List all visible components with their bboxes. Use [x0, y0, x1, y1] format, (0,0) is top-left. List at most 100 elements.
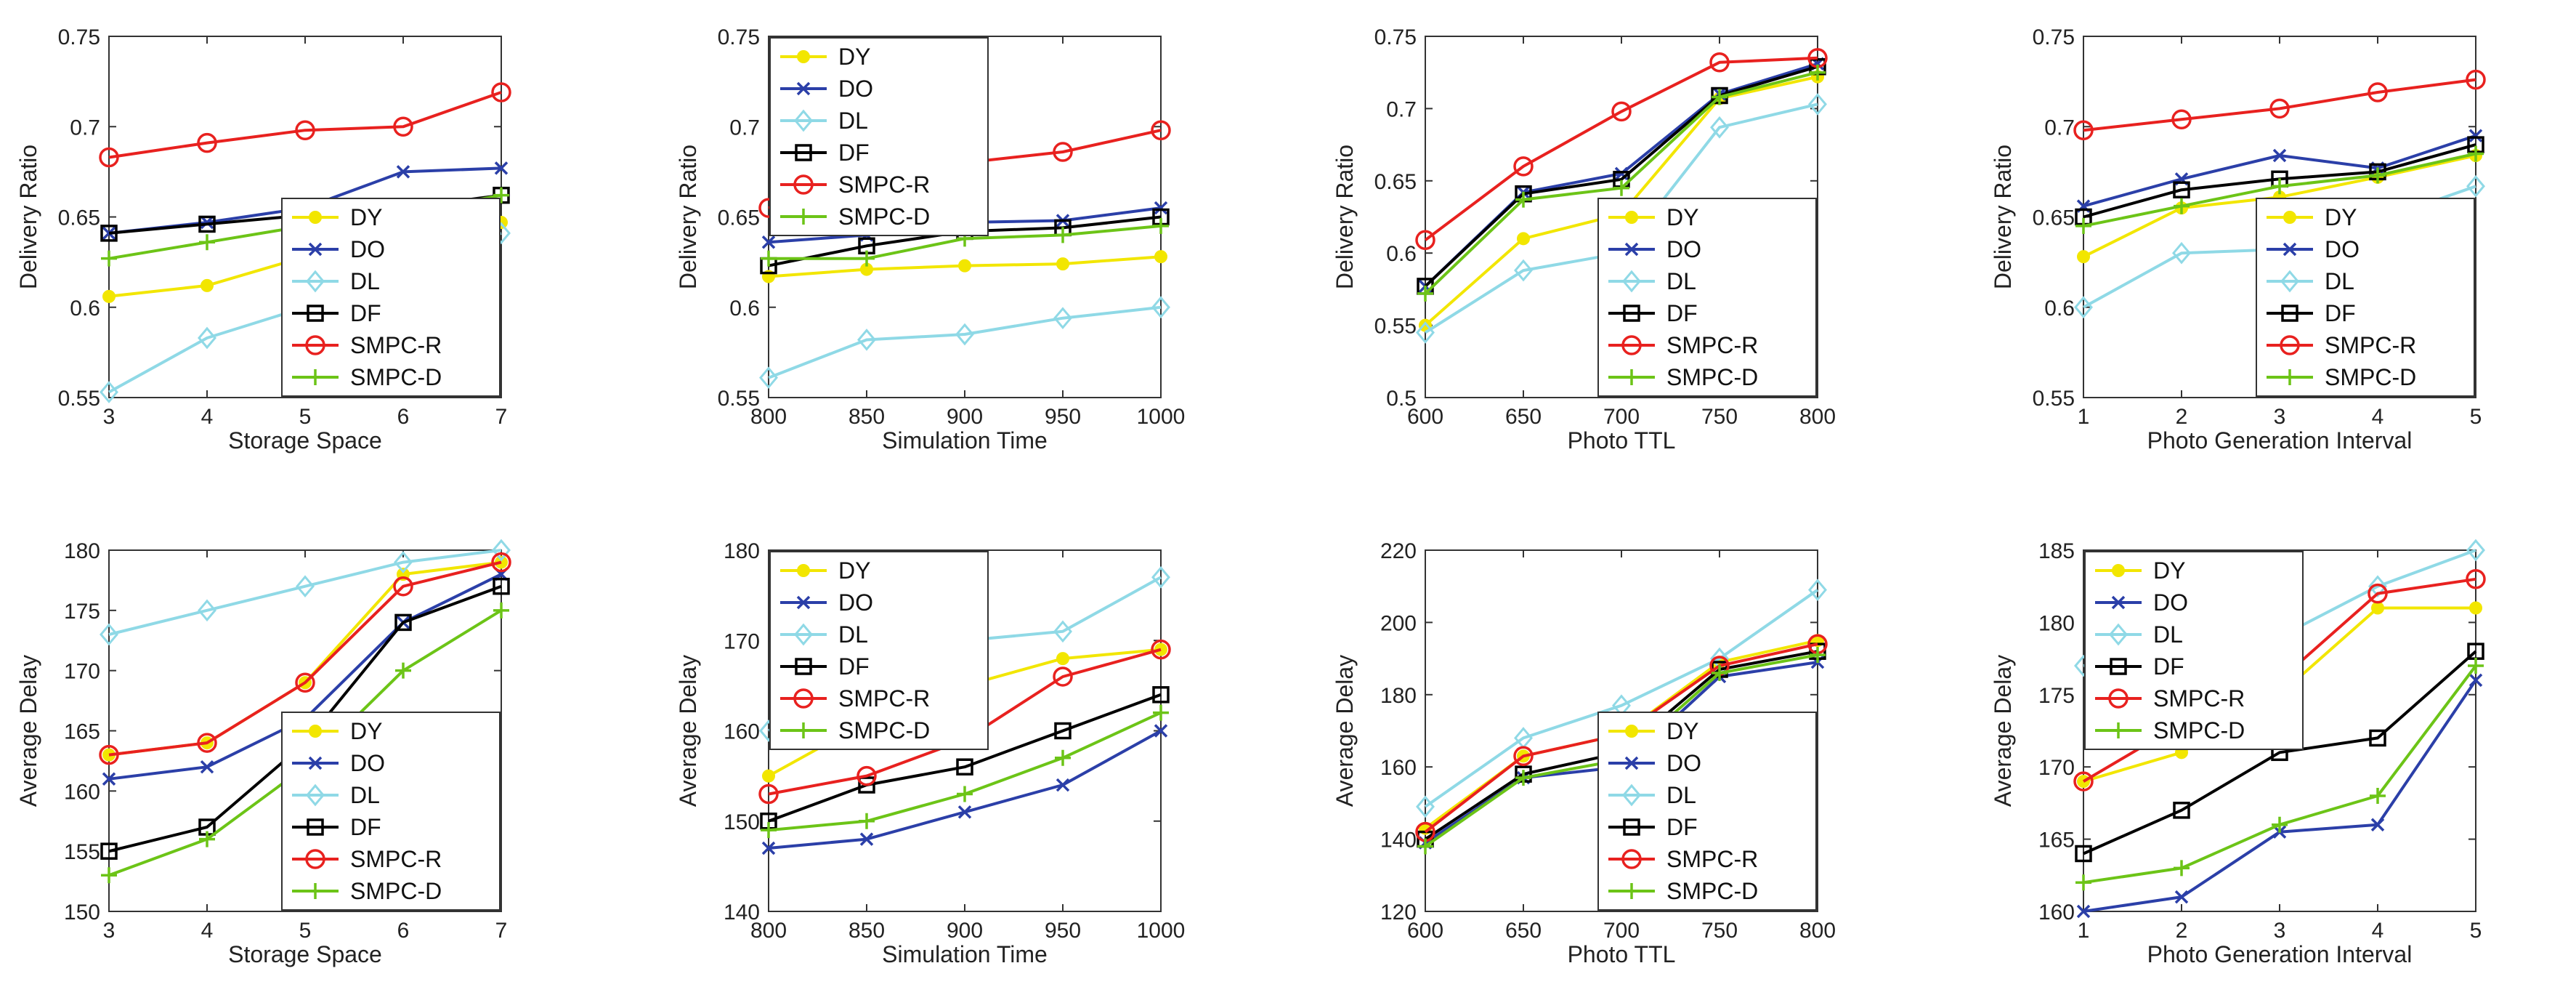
series-dy-point — [2077, 250, 2090, 264]
x-tick-label: 700 — [1603, 405, 1640, 429]
legend-entry-smpc-d-marker — [1624, 883, 1640, 899]
series-smpc-r-point — [99, 744, 119, 765]
series-df-point — [493, 577, 510, 595]
y-tick-label: 0.55 — [1374, 315, 1417, 339]
series-smpc-d-point — [2370, 167, 2386, 184]
series-df-point — [858, 776, 875, 794]
x-tick-label: 2 — [2176, 405, 2188, 429]
series-smpc-d-point — [2174, 198, 2190, 214]
legend-entry-do-marker — [2111, 595, 2126, 610]
series-smpc-r-line — [2083, 78, 2476, 132]
series-dl-point — [1808, 579, 1827, 601]
chart-panel-3: 0.5 0.55 0.6 0.65 0.7 0.75 600 650 700 750 800 Phot… — [1332, 25, 1836, 454]
legend-entry-dy-label: DY — [350, 718, 382, 744]
series-do-point — [2468, 129, 2483, 142]
legend-entry-do-marker — [308, 242, 323, 257]
x-tick-label: 1 — [2078, 405, 2090, 429]
series-smpc-d-point — [493, 187, 509, 204]
series-dl-point — [1151, 296, 1170, 319]
y-tick-label: 0.55 — [2033, 387, 2075, 411]
x-tick-label: 800 — [1799, 919, 1836, 943]
series-dl-point — [198, 326, 216, 350]
y-tick-label: 160 — [724, 720, 760, 744]
series-dy-point — [1056, 652, 1069, 666]
legend-entry-smpc-r-label: SMPC-R — [838, 172, 930, 198]
legend-entry-dy-marker — [309, 211, 322, 224]
x-tick-label: 950 — [1045, 405, 1081, 429]
y-tick-label: 165 — [2038, 829, 2075, 853]
series-smpc-d-point — [1515, 770, 1531, 786]
series-smpc-d-point — [761, 250, 777, 267]
legend-entry-dl-marker — [1622, 783, 1641, 807]
series-smpc-d-point — [1417, 838, 1433, 855]
y-tick-label: 0.6 — [2044, 297, 2075, 321]
series-df-point — [1054, 722, 1072, 740]
legend-entry-df-label: DF — [2325, 300, 2356, 326]
y-tick-label: 150 — [724, 810, 760, 834]
y-axis-label: Average Delay — [1990, 655, 2016, 807]
chart-panel-7: 120 140 160 180 200 220 600 650 700 750 800 Photo T… — [1332, 539, 1836, 967]
x-axis-label: Photo TTL — [1568, 941, 1676, 967]
y-axis-label: Delivery Ratio — [1990, 145, 2016, 289]
legend-entry-dl-label: DL — [1666, 782, 1696, 808]
x-tick-label: 4 — [201, 919, 214, 943]
series-smpc-d-point — [1417, 285, 1433, 302]
legend-entry-df-marker — [1623, 305, 1640, 322]
x-tick-label: 7 — [495, 919, 508, 943]
series-do-point — [1154, 201, 1168, 215]
series-smpc-r-point — [1513, 156, 1534, 177]
x-tick-label: 6 — [397, 919, 410, 943]
x-tick-label: 5 — [2470, 919, 2482, 943]
series-do-point — [957, 805, 972, 819]
y-tick-label: 120 — [1380, 901, 1417, 924]
series-dy-point — [1154, 642, 1167, 656]
series-dy-point — [2469, 601, 2482, 615]
y-tick-label: 0.75 — [58, 25, 100, 49]
series-df-line — [768, 693, 1162, 823]
y-axis-label: Delivery Ratio — [675, 145, 701, 289]
x-axis-label: Storage Space — [228, 941, 382, 967]
legend-entry-dy-label: DY — [2153, 557, 2185, 584]
x-tick-label: 3 — [103, 405, 116, 429]
series-do-point — [200, 760, 214, 774]
legend-box — [2256, 198, 2475, 397]
series-dl-line — [1424, 589, 1819, 808]
series-smpc-r-line — [108, 91, 502, 159]
series-do-point — [1154, 724, 1168, 738]
series-df-line — [1424, 65, 1818, 288]
legend-entry-smpc-d-marker — [307, 883, 323, 899]
legend-entry-dy-label: DY — [838, 44, 870, 70]
series-smpc-r-point — [2171, 109, 2192, 130]
legend-entry-do-marker — [796, 81, 811, 96]
x-tick-label: 5 — [299, 405, 312, 429]
legend-entry-smpc-d-marker — [1624, 369, 1640, 385]
legend: DY DO DL DF SMPC-R SMPC-D — [281, 712, 501, 911]
legend-entry-smpc-r-marker — [305, 849, 325, 869]
legend: DY DO DL DF SMPC-R SMPC-D — [2084, 551, 2304, 750]
series-smpc-r-point — [1151, 639, 1171, 660]
legend-entry-df-label: DF — [838, 140, 870, 166]
y-tick-label: 165 — [64, 720, 100, 744]
series-smpc-r-point — [1709, 52, 1730, 73]
legend-entry-dy-marker — [797, 50, 810, 63]
series-smpc-d-point — [1613, 180, 1629, 196]
series-smpc-d-point — [1712, 664, 1728, 681]
legend-entry-dl-marker — [2280, 270, 2299, 293]
series-df-point — [1152, 686, 1170, 704]
series-smpc-r-point — [393, 116, 413, 137]
legend-entry-dy-marker — [309, 725, 322, 738]
legend-entry-do-label: DO — [838, 76, 873, 102]
legend-entry-smpc-d-label: SMPC-D — [2153, 717, 2245, 744]
series-smpc-d-point — [761, 822, 777, 839]
series-smpc-d-point — [2272, 178, 2288, 195]
y-tick-label: 0.55 — [718, 387, 760, 411]
series-df-point — [394, 613, 412, 632]
series-smpc-d-point — [2468, 145, 2484, 162]
x-tick-label: 4 — [201, 405, 214, 429]
series-smpc-d-point — [859, 813, 875, 829]
legend-entry-do-label: DO — [2153, 589, 2188, 616]
legend-entry-dy-label: DY — [2325, 204, 2357, 230]
legend-entry-dl-marker — [794, 623, 813, 646]
y-tick-label: 200 — [1380, 611, 1417, 635]
